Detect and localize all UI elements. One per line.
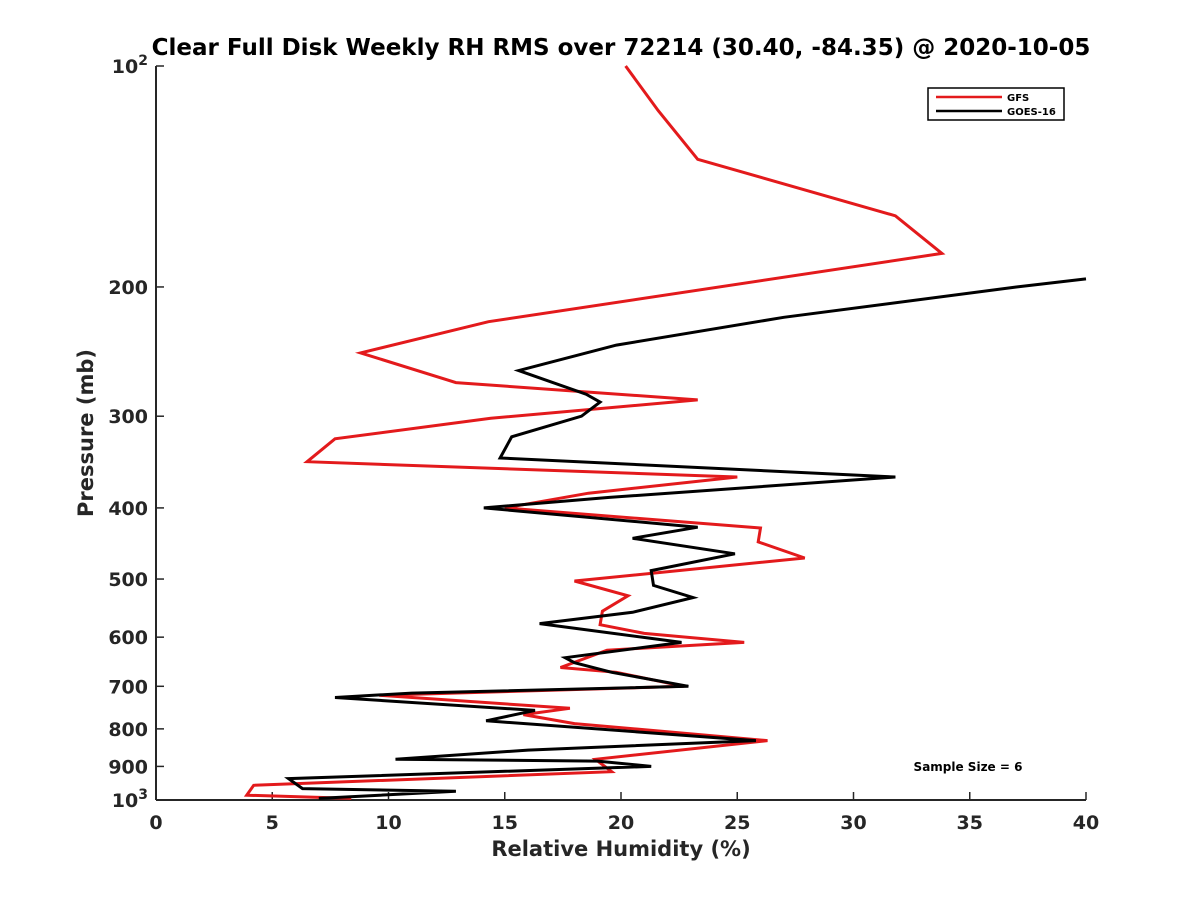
legend-label: GOES-16 [1007, 107, 1056, 118]
y-tick-exponent: 2 [138, 53, 148, 69]
chart-title: Clear Full Disk Weekly RH RMS over 72214… [152, 35, 1091, 61]
plot-area [156, 66, 1086, 800]
legend-label: GFS [1007, 93, 1029, 104]
y-axis-title: Pressure (mb) [74, 349, 98, 517]
x-tick-label: 20 [608, 812, 634, 834]
y-tick-exponent: 3 [138, 787, 148, 803]
sample-size-annotation: Sample Size = 6 [914, 760, 1023, 774]
series-line-goes-16 [284, 277, 1087, 800]
y-tick-label: 700 [108, 676, 148, 698]
y-tick-label: 500 [108, 569, 148, 591]
legend: GFS GOES-16 [927, 87, 1065, 121]
y-tick-label: 102 [112, 53, 148, 78]
x-tick-label: 30 [840, 812, 866, 834]
x-tick-label: 5 [266, 812, 279, 834]
x-tick-label: 35 [957, 812, 983, 834]
x-tick-label: 15 [492, 812, 518, 834]
y-tick-base: 700 [108, 676, 148, 698]
y-tick-base: 200 [108, 277, 148, 299]
legend-box [927, 87, 1065, 121]
y-tick-base: 600 [108, 627, 148, 649]
y-tick-label: 900 [108, 756, 148, 778]
x-tick-label: 40 [1073, 812, 1099, 834]
y-tick-label: 600 [108, 627, 148, 649]
y-tick-label: 300 [108, 406, 148, 428]
series-line-gfs [243, 65, 946, 800]
series-layer [243, 65, 1087, 800]
y-tick-base: 400 [108, 498, 148, 520]
y-tick-base: 300 [108, 406, 148, 428]
x-axis-ticks: 0 5 10 15 20 25 30 35 40 [149, 792, 1099, 834]
y-tick-label: 800 [108, 719, 148, 741]
y-tick-label: 400 [108, 498, 148, 520]
y-tick-label: 103 [112, 787, 148, 812]
y-tick-base: 10 [112, 790, 138, 812]
x-tick-label: 25 [724, 812, 750, 834]
y-tick-base: 900 [108, 756, 148, 778]
y-tick-base: 500 [108, 569, 148, 591]
y-tick-base: 10 [112, 56, 138, 78]
y-tick-label: 200 [108, 277, 148, 299]
x-tick-label: 0 [149, 812, 162, 834]
x-axis-title: Relative Humidity (%) [491, 837, 750, 861]
y-tick-base: 800 [108, 719, 148, 741]
x-tick-label: 10 [375, 812, 401, 834]
